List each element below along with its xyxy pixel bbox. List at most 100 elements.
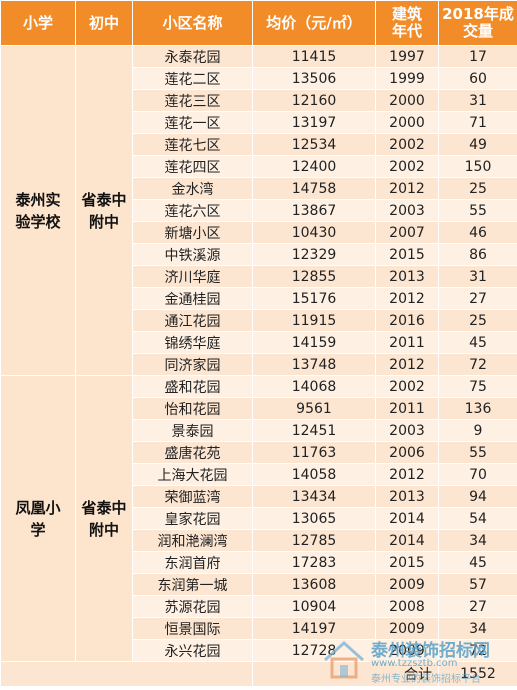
average-price-cell: 14068 bbox=[252, 375, 376, 398]
average-price-cell: 14197 bbox=[252, 617, 376, 640]
table-row: 莲花四区 12400 2002 150 bbox=[1, 155, 517, 178]
community-name-cell: 莲花七区 bbox=[132, 133, 253, 156]
header-average-price: 均价（元/㎡） bbox=[252, 0, 376, 46]
average-price-cell: 11763 bbox=[252, 441, 376, 464]
average-price-cell: 14758 bbox=[252, 177, 376, 200]
build-year-cell: 2013 bbox=[375, 265, 439, 288]
average-price-cell: 12400 bbox=[252, 155, 376, 178]
table-row: 上海大花园 14058 2012 70 bbox=[1, 463, 517, 486]
house-icon bbox=[323, 640, 365, 679]
build-year-cell: 2000 bbox=[375, 89, 439, 112]
transactions-cell: 17 bbox=[438, 45, 517, 68]
average-price-cell: 13867 bbox=[252, 199, 376, 222]
community-name-cell: 景泰园 bbox=[132, 419, 253, 442]
build-year-cell: 2003 bbox=[375, 419, 439, 442]
average-price-cell: 12329 bbox=[252, 243, 376, 266]
transactions-cell: 94 bbox=[438, 485, 517, 508]
total-spacer bbox=[0, 661, 253, 687]
average-price-cell: 11915 bbox=[252, 309, 376, 332]
transactions-cell: 25 bbox=[438, 309, 517, 332]
build-year-cell: 2014 bbox=[375, 507, 439, 530]
transactions-cell: 34 bbox=[438, 617, 517, 640]
table-row: 锦绣华庭 14159 2011 45 bbox=[1, 331, 517, 354]
table-row: 荣御蓝湾 13434 2013 94 bbox=[1, 485, 517, 508]
transactions-cell: 27 bbox=[438, 595, 517, 618]
build-year-cell: 2002 bbox=[375, 155, 439, 178]
primary-school-cell: 凤凰小学 bbox=[0, 375, 76, 662]
community-name-cell: 永泰花园 bbox=[132, 45, 253, 68]
middle-school-cell: 省泰中附中 bbox=[75, 45, 133, 376]
community-name-cell: 恒景国际 bbox=[132, 617, 253, 640]
average-price-cell: 10904 bbox=[252, 595, 376, 618]
average-price-cell: 13748 bbox=[252, 353, 376, 376]
build-year-cell: 2011 bbox=[375, 331, 439, 354]
build-year-cell: 2002 bbox=[375, 375, 439, 398]
total-row: 合计 1552 bbox=[0, 661, 517, 687]
community-name-cell: 锦绣华庭 bbox=[132, 331, 253, 354]
average-price-cell: 13608 bbox=[252, 573, 376, 596]
build-year-cell: 2000 bbox=[375, 111, 439, 134]
table-row: 恒景国际 14197 2009 34 bbox=[1, 617, 517, 640]
community-name-cell: 通江花园 bbox=[132, 309, 253, 332]
average-price-cell: 12785 bbox=[252, 529, 376, 552]
table-row: 莲花一区 13197 2000 71 bbox=[1, 111, 517, 134]
community-name-cell: 苏源花园 bbox=[132, 595, 253, 618]
community-name-cell: 润和滟澜湾 bbox=[132, 529, 253, 552]
table-body: 泰州实验学校 省泰中附中 永泰花园 11415 1997 17 莲花二区 13506 1999 6… bbox=[0, 45, 517, 687]
average-price-cell: 13065 bbox=[252, 507, 376, 530]
community-name-cell: 莲花一区 bbox=[132, 111, 253, 134]
transactions-cell: 75 bbox=[438, 375, 517, 398]
community-name-cell: 新塘小区 bbox=[132, 221, 253, 244]
header-row: 小学 初中 小区名称 均价（元/㎡） 建筑年代 2018年成交量 bbox=[0, 0, 517, 46]
build-year-cell: 2009 bbox=[375, 639, 439, 662]
watermark-logo: 泰州装饰招标网 www.tzzsztb.com 泰州专业的装饰招标平台 bbox=[321, 630, 511, 688]
build-year-cell: 2011 bbox=[375, 397, 439, 420]
transactions-cell: 55 bbox=[438, 199, 517, 222]
transactions-cell: 49 bbox=[438, 133, 517, 156]
table-row: 盛唐花苑 11763 2006 55 bbox=[1, 441, 517, 464]
community-name-cell: 皇家花园 bbox=[132, 507, 253, 530]
community-name-cell: 中铁溪源 bbox=[132, 243, 253, 266]
average-price-cell: 14159 bbox=[252, 331, 376, 354]
primary-school-cell: 泰州实验学校 bbox=[0, 45, 76, 376]
table-row: 怡和花园 9561 2011 136 bbox=[1, 397, 517, 420]
community-name-cell: 永兴花园 bbox=[132, 639, 253, 662]
build-year-cell: 2009 bbox=[375, 617, 439, 640]
table-row: 同济家园 13748 2012 72 bbox=[1, 353, 517, 376]
average-price-cell: 15176 bbox=[252, 287, 376, 310]
table-row: 泰州实验学校 省泰中附中 永泰花园 11415 1997 17 bbox=[0, 45, 517, 376]
build-year-cell: 2013 bbox=[375, 485, 439, 508]
build-year-cell: 2012 bbox=[375, 463, 439, 486]
table-row: 金水湾 14758 2012 25 bbox=[1, 177, 517, 200]
build-year-cell: 2003 bbox=[375, 199, 439, 222]
header-build-year-label: 建筑年代 bbox=[391, 5, 422, 40]
average-price-cell: 13506 bbox=[252, 67, 376, 90]
total-value: 1552 bbox=[438, 661, 517, 687]
build-year-cell: 2012 bbox=[375, 177, 439, 200]
transactions-cell: 46 bbox=[438, 221, 517, 244]
community-name-cell: 莲花四区 bbox=[132, 155, 253, 178]
community-name-cell: 盛唐花苑 bbox=[132, 441, 253, 464]
transactions-cell: 27 bbox=[438, 287, 517, 310]
community-name-cell: 盛和花园 bbox=[132, 375, 253, 398]
transactions-cell: 71 bbox=[438, 111, 517, 134]
transactions-cell: 9 bbox=[438, 419, 517, 442]
build-year-cell: 2016 bbox=[375, 309, 439, 332]
build-year-cell: 1997 bbox=[375, 45, 439, 68]
average-price-cell: 12855 bbox=[252, 265, 376, 288]
transactions-cell: 31 bbox=[438, 89, 517, 112]
community-name-cell: 东润首府 bbox=[132, 551, 253, 574]
table-row: 新塘小区 10430 2007 46 bbox=[1, 221, 517, 244]
average-price-cell: 13434 bbox=[252, 485, 376, 508]
transactions-cell: 45 bbox=[438, 551, 517, 574]
table-row: 莲花七区 12534 2002 49 bbox=[1, 133, 517, 156]
build-year-cell: 2014 bbox=[375, 529, 439, 552]
build-year-cell: 2008 bbox=[375, 595, 439, 618]
build-year-cell: 2009 bbox=[375, 573, 439, 596]
community-name-cell: 济川华庭 bbox=[132, 265, 253, 288]
table-row: 皇家花园 13065 2014 54 bbox=[1, 507, 517, 530]
community-name-cell: 金水湾 bbox=[132, 177, 253, 200]
community-name-cell: 莲花六区 bbox=[132, 199, 253, 222]
table-row: 济川华庭 12855 2013 31 bbox=[1, 265, 517, 288]
